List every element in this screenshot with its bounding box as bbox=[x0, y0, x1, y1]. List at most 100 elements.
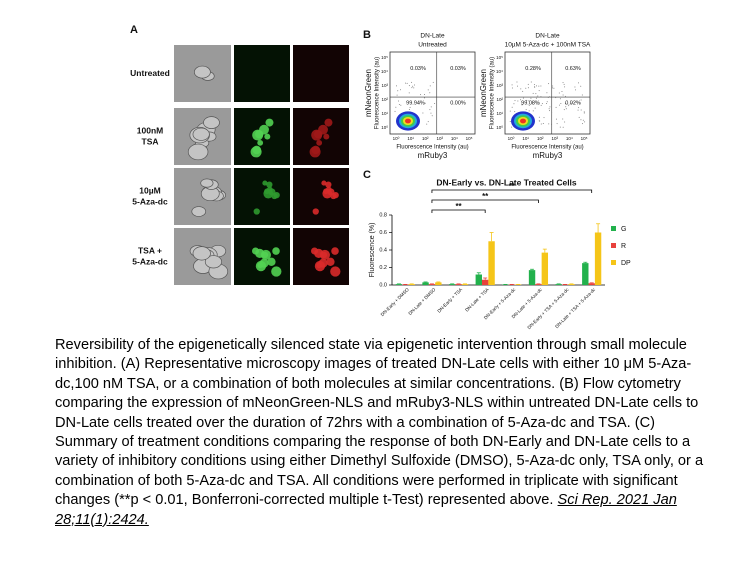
x-axis-label: mRuby3 bbox=[533, 151, 563, 160]
legend-label: G bbox=[621, 226, 626, 233]
bar bbox=[488, 241, 495, 285]
red-nucleus bbox=[314, 248, 324, 258]
event bbox=[399, 89, 401, 91]
event bbox=[565, 106, 567, 108]
event bbox=[555, 106, 557, 108]
bar bbox=[461, 284, 469, 285]
event bbox=[537, 103, 539, 105]
event bbox=[563, 109, 565, 111]
row-label: TSA bbox=[142, 136, 159, 146]
x-tick-label: 10⁰ bbox=[393, 136, 400, 141]
legend-label: DP bbox=[621, 260, 631, 267]
event bbox=[580, 85, 582, 87]
y-tick-label: 10¹ bbox=[381, 111, 388, 116]
event bbox=[514, 100, 516, 102]
bar bbox=[535, 284, 542, 285]
event bbox=[578, 116, 580, 118]
event bbox=[559, 126, 561, 128]
green-nucleus bbox=[272, 247, 280, 255]
event bbox=[398, 103, 400, 105]
event bbox=[525, 109, 527, 111]
red-nucleus bbox=[322, 188, 333, 199]
green-nucleus bbox=[255, 130, 264, 139]
bar bbox=[541, 252, 549, 285]
event bbox=[564, 95, 566, 97]
bar bbox=[594, 232, 602, 285]
row-label: 10µM bbox=[139, 185, 160, 195]
event bbox=[562, 94, 564, 96]
significance-label: ** bbox=[455, 202, 462, 211]
red-nucleus bbox=[325, 181, 332, 188]
quadrant-percent: 0.03% bbox=[450, 66, 466, 72]
green-nucleus bbox=[262, 180, 268, 186]
x-axis-label: Fluorescence Intensity (au) bbox=[396, 145, 468, 151]
event bbox=[582, 123, 584, 125]
cell bbox=[204, 255, 223, 269]
event bbox=[538, 85, 540, 87]
y-axis-label: mNeonGreen bbox=[364, 69, 373, 117]
event bbox=[568, 105, 570, 107]
event bbox=[561, 90, 563, 92]
event bbox=[560, 103, 562, 105]
event bbox=[540, 96, 542, 98]
y-tick-label: 0.4 bbox=[379, 247, 387, 253]
event bbox=[430, 106, 432, 108]
green-channel-image bbox=[234, 168, 290, 225]
red-nucleus bbox=[331, 247, 339, 255]
event bbox=[535, 85, 537, 87]
quadrant-percent: 0.03% bbox=[410, 66, 426, 72]
event bbox=[431, 115, 433, 117]
citation-link[interactable]: Sci Rep. 2021 Jan 28;11(1):2424. bbox=[55, 492, 677, 528]
event bbox=[584, 121, 586, 123]
y-tick-label: 10⁰ bbox=[496, 125, 503, 130]
event bbox=[574, 102, 576, 104]
event bbox=[549, 96, 551, 98]
cell bbox=[191, 206, 207, 217]
event bbox=[424, 97, 426, 99]
quadrant-percent: 99.94% bbox=[406, 100, 425, 106]
event bbox=[522, 97, 524, 99]
event bbox=[556, 123, 558, 125]
plot-title: DN-Late bbox=[420, 33, 445, 40]
significance-label: ** bbox=[482, 192, 489, 201]
event bbox=[548, 83, 550, 85]
event bbox=[564, 103, 566, 105]
event bbox=[549, 110, 551, 112]
event bbox=[423, 94, 425, 96]
event bbox=[395, 106, 397, 108]
event bbox=[413, 87, 415, 89]
x-axis-label: Fluorescence Intensity (au) bbox=[511, 145, 583, 151]
event bbox=[549, 106, 551, 108]
red-nucleus bbox=[321, 180, 327, 186]
row-label: TSA + bbox=[138, 245, 162, 255]
quadrant-percent: 0.63% bbox=[565, 66, 581, 72]
event bbox=[424, 102, 426, 104]
event bbox=[535, 96, 537, 98]
event bbox=[526, 99, 528, 101]
green-nucleus bbox=[264, 133, 271, 140]
event bbox=[429, 85, 431, 87]
quadrant-percent: 99.08% bbox=[521, 100, 540, 106]
event bbox=[409, 106, 411, 108]
event bbox=[408, 85, 410, 87]
y-tick-label: 10³ bbox=[496, 83, 503, 88]
y-axis-label: Fluorescence Intensity (au) bbox=[490, 57, 496, 129]
significance-bracket bbox=[431, 189, 593, 193]
event bbox=[430, 112, 432, 114]
event bbox=[396, 94, 398, 96]
x-tick-label: DN-Early + TSA bbox=[436, 286, 463, 313]
x-tick-label: 10¹ bbox=[522, 136, 529, 141]
event bbox=[562, 126, 564, 128]
event bbox=[583, 112, 585, 114]
event bbox=[540, 123, 542, 125]
y-tick-label: 0.0 bbox=[379, 282, 387, 288]
event bbox=[412, 85, 414, 87]
event bbox=[562, 82, 564, 84]
bar bbox=[395, 284, 403, 285]
event bbox=[532, 110, 534, 112]
significance-bracket bbox=[431, 199, 539, 203]
bar bbox=[408, 284, 415, 285]
y-tick-label: 10⁰ bbox=[381, 125, 388, 130]
bar bbox=[582, 263, 589, 285]
x-tick-label: 10⁴ bbox=[451, 136, 458, 141]
